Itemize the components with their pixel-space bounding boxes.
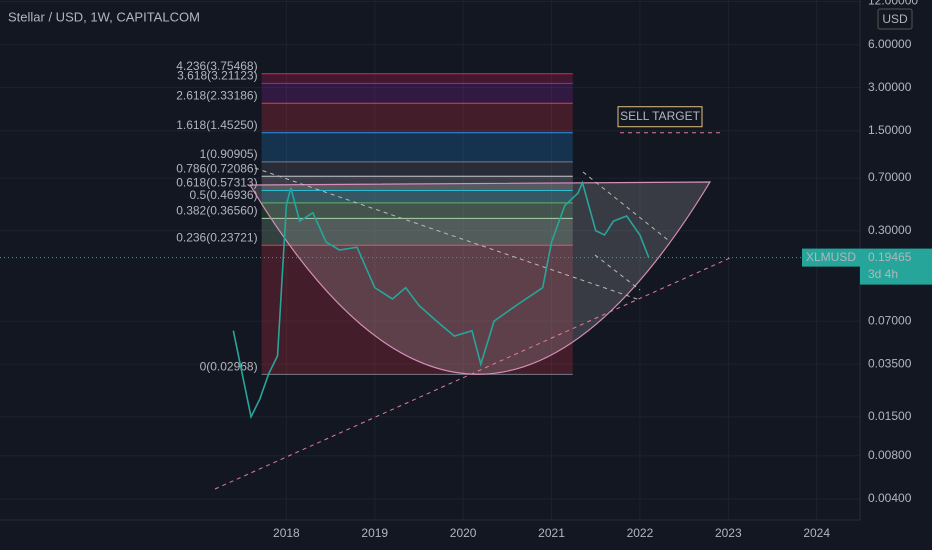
y-tick-label: 12.00000 xyxy=(868,0,918,8)
fib-label: 0.618(0.57313) xyxy=(176,176,257,190)
y-tick-label: 0.30000 xyxy=(868,223,912,237)
fib-label: 0.5(0.46936) xyxy=(190,188,258,202)
grid xyxy=(0,0,860,520)
symbol: XLMUSD xyxy=(806,250,856,264)
y-tick-label: 1.50000 xyxy=(868,123,912,137)
chart-title: Stellar / USD, 1W, CAPITALCOM xyxy=(8,9,200,24)
currency: USD xyxy=(882,12,908,26)
fib-band xyxy=(261,132,573,162)
x-tick-label: 2020 xyxy=(450,526,477,540)
x-tick-label: 2018 xyxy=(273,526,300,540)
fib-label: 4.236(3.75468) xyxy=(176,59,257,73)
countdown: 3d 4h xyxy=(868,267,898,281)
y-tick-label: 3.00000 xyxy=(868,80,912,94)
x-tick-label: 2023 xyxy=(715,526,742,540)
channel-line xyxy=(594,254,641,291)
y-tick-label: 0.00400 xyxy=(868,491,912,505)
axes: 12.00000 6.00000 3.00000 1.50000 0.70000 0.30… xyxy=(273,0,932,540)
fib-label: 2.618(2.33186) xyxy=(176,88,257,102)
y-tick-label: 0.03500 xyxy=(868,356,912,370)
price-box xyxy=(860,248,932,285)
x-tick-label: 2021 xyxy=(538,526,565,540)
channel-line xyxy=(254,167,641,301)
x-tick-label: 2024 xyxy=(803,526,830,540)
x-tick-label: 2022 xyxy=(627,526,654,540)
fib-label: 0.236(0.23721) xyxy=(176,230,257,244)
fibonacci: 4.236(3.75468)3.618(3.21123) 2.618(2.3318… xyxy=(176,59,573,375)
fib-label: 0.786(0.72086) xyxy=(176,161,257,175)
current-price: 0.19465 xyxy=(868,250,912,264)
fib-band xyxy=(261,161,573,177)
y-tick-label: 0.70000 xyxy=(868,170,912,184)
fib-label: 1(0.90905) xyxy=(200,147,258,161)
channel-line xyxy=(582,171,669,241)
symbol-box xyxy=(802,248,860,267)
y-tick-label: 0.07000 xyxy=(868,313,912,327)
fib-band xyxy=(261,218,573,246)
fib-band xyxy=(261,83,573,104)
annotation: SELL TARGET xyxy=(620,109,700,123)
price-line xyxy=(232,180,650,420)
fib-label: 0(0.02968) xyxy=(200,360,258,374)
currency-box xyxy=(877,8,913,30)
fib-band xyxy=(261,245,573,375)
fib-band xyxy=(261,73,573,84)
fib-label: 0.382(0.36560) xyxy=(176,204,257,218)
fib-label: 1.618(1.45250) xyxy=(176,118,257,132)
fib-band xyxy=(261,190,573,203)
fib-band xyxy=(261,202,573,219)
trend-line xyxy=(214,257,731,490)
time-axis xyxy=(0,520,932,550)
y-tick-label: 0.01500 xyxy=(868,409,912,423)
plot: SELL TARGET xyxy=(0,106,860,420)
y-tick-label: 0.00800 xyxy=(868,448,912,462)
y-tick-label: 6.00000 xyxy=(868,37,912,51)
fib-label: 3.618(3.21123) xyxy=(177,69,258,83)
x-tick-label: 2019 xyxy=(361,526,388,540)
annotation-box xyxy=(617,106,703,128)
fib-band xyxy=(261,103,573,133)
